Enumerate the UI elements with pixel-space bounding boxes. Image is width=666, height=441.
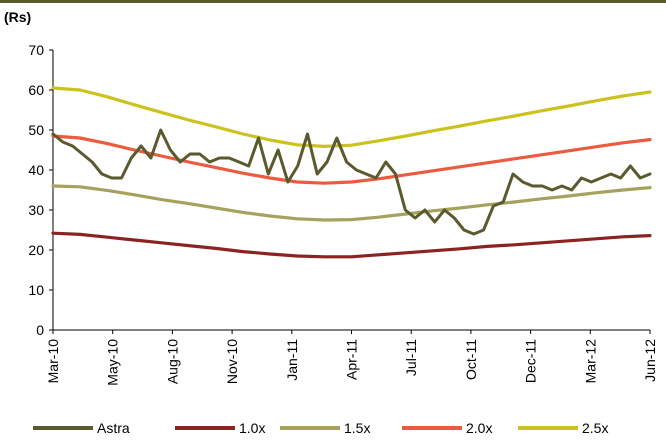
series-line-2-0x xyxy=(51,134,652,185)
series-line-2-5x xyxy=(51,86,652,148)
y-tick-label: 60 xyxy=(28,82,44,98)
series-line-astra xyxy=(51,128,652,236)
x-tick-label: Jul-11 xyxy=(403,339,419,376)
legend-label: 1.5x xyxy=(344,420,370,436)
y-tick-label: 10 xyxy=(28,282,44,298)
series-line-1-5x xyxy=(51,184,652,222)
y-axis-unit-label: (Rs) xyxy=(4,9,32,25)
x-tick-label: Mar-10 xyxy=(45,339,61,384)
x-tick-label: Mar-12 xyxy=(582,339,598,384)
series-line-1-0x xyxy=(51,231,652,259)
legend-label: 1.0x xyxy=(239,420,265,436)
x-tick-label: Apr-11 xyxy=(344,339,360,380)
y-tick-label: 30 xyxy=(28,202,44,218)
y-tick-label: 40 xyxy=(28,162,44,178)
y-tick-label: 20 xyxy=(28,242,44,258)
x-tick-label: Nov-10 xyxy=(224,339,240,384)
x-tick-label: Jun-12 xyxy=(642,339,658,382)
legend-label: Astra xyxy=(97,420,130,436)
y-tick-label: 70 xyxy=(28,42,44,58)
top-rule xyxy=(0,0,666,3)
x-tick-label: Aug-10 xyxy=(164,339,180,384)
y-tick-label: 50 xyxy=(28,122,44,138)
x-tick-label: Oct-11 xyxy=(463,339,479,380)
x-tick-label: Jan-11 xyxy=(284,339,300,381)
x-tick-label: Dec-11 xyxy=(523,339,539,383)
legend-label: 2.5x xyxy=(582,420,608,436)
x-tick-label: May-10 xyxy=(105,339,121,386)
y-tick-label: 0 xyxy=(36,322,44,338)
legend-label: 2.0x xyxy=(466,420,492,436)
